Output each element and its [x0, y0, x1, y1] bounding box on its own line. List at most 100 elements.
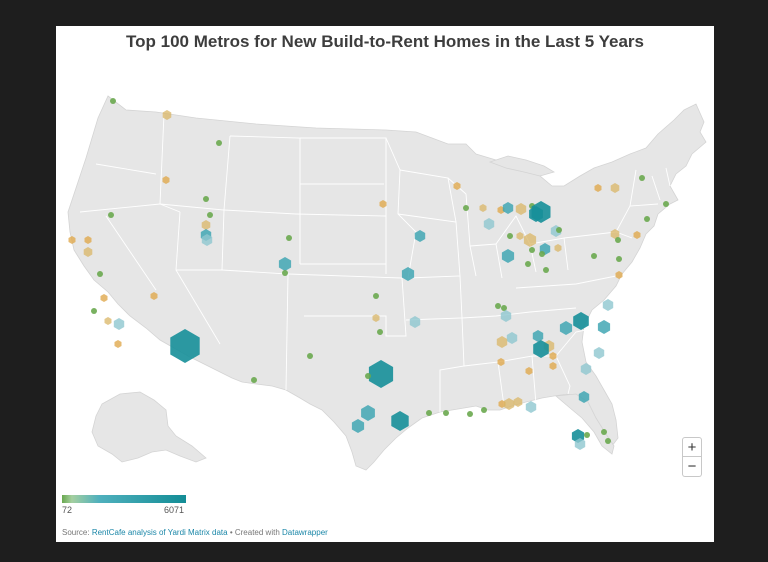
metro-marker[interactable]: [361, 405, 375, 421]
metro-marker[interactable]: [543, 267, 549, 273]
metro-marker[interactable]: [365, 373, 371, 379]
metro-marker[interactable]: [593, 347, 605, 359]
metro-marker[interactable]: [525, 367, 533, 375]
metro-marker[interactable]: [503, 398, 515, 410]
metro-marker[interactable]: [286, 235, 292, 241]
metro-marker[interactable]: [414, 230, 426, 242]
metro-marker[interactable]: [507, 233, 513, 239]
metro-marker[interactable]: [610, 229, 620, 239]
metro-marker[interactable]: [201, 234, 213, 246]
metro-marker[interactable]: [372, 314, 380, 322]
metro-marker[interactable]: [605, 438, 611, 444]
metro-marker[interactable]: [251, 377, 257, 383]
metro-marker[interactable]: [574, 438, 586, 450]
metro-marker[interactable]: [100, 294, 108, 302]
metro-marker[interactable]: [467, 411, 473, 417]
metro-marker[interactable]: [391, 411, 409, 431]
metro-marker[interactable]: [644, 216, 650, 222]
metro-marker[interactable]: [663, 201, 669, 207]
metro-marker[interactable]: [483, 218, 495, 230]
us-map[interactable]: [56, 26, 714, 542]
metro-marker[interactable]: [278, 257, 292, 271]
metro-marker[interactable]: [409, 316, 421, 328]
metro-marker[interactable]: [532, 330, 544, 342]
metro-marker[interactable]: [610, 183, 620, 193]
metro-marker[interactable]: [501, 249, 515, 263]
metro-marker[interactable]: [615, 271, 623, 279]
metro-marker[interactable]: [373, 293, 379, 299]
metro-marker[interactable]: [549, 362, 557, 370]
metro-marker[interactable]: [114, 340, 122, 348]
metro-marker[interactable]: [523, 233, 537, 247]
metro-marker[interactable]: [591, 253, 597, 259]
metro-marker[interactable]: [602, 299, 614, 311]
datawrapper-link[interactable]: Datawrapper: [282, 528, 328, 537]
metro-marker[interactable]: [549, 352, 557, 360]
metro-marker[interactable]: [113, 318, 125, 330]
metro-marker[interactable]: [580, 363, 592, 375]
metro-marker[interactable]: [533, 340, 549, 358]
metro-marker[interactable]: [496, 336, 508, 348]
metro-marker[interactable]: [516, 232, 524, 240]
metro-marker[interactable]: [495, 303, 501, 309]
metro-marker[interactable]: [573, 312, 589, 330]
metro-marker[interactable]: [201, 220, 211, 230]
metro-marker[interactable]: [481, 407, 487, 413]
metro-marker[interactable]: [584, 432, 590, 438]
zoom-in-button[interactable]: +: [682, 437, 702, 457]
metro-marker[interactable]: [162, 110, 172, 120]
metro-marker[interactable]: [513, 397, 523, 407]
metro-marker[interactable]: [601, 429, 607, 435]
metro-marker[interactable]: [91, 308, 97, 314]
zoom-out-button[interactable]: −: [682, 457, 702, 477]
metro-marker[interactable]: [443, 410, 449, 416]
metro-marker[interactable]: [110, 98, 116, 104]
metro-marker[interactable]: [307, 353, 313, 359]
metro-marker[interactable]: [379, 200, 387, 208]
metro-marker[interactable]: [83, 247, 93, 257]
metro-marker[interactable]: [578, 391, 590, 403]
metro-marker[interactable]: [282, 270, 288, 276]
metro-marker[interactable]: [515, 203, 527, 215]
metro-marker[interactable]: [639, 175, 645, 181]
metro-marker[interactable]: [84, 236, 92, 244]
metro-marker[interactable]: [506, 332, 518, 344]
metro-marker[interactable]: [501, 305, 507, 311]
metro-marker[interactable]: [351, 419, 365, 433]
metro-marker[interactable]: [525, 401, 537, 413]
metro-marker[interactable]: [97, 271, 103, 277]
metro-marker[interactable]: [594, 184, 602, 192]
metro-marker[interactable]: [529, 247, 535, 253]
metro-marker[interactable]: [615, 237, 621, 243]
metro-marker[interactable]: [479, 204, 487, 212]
metro-marker[interactable]: [162, 176, 170, 184]
metro-marker[interactable]: [525, 261, 531, 267]
metro-marker[interactable]: [68, 236, 76, 244]
metro-marker[interactable]: [498, 400, 506, 408]
metro-marker[interactable]: [633, 231, 641, 239]
metro-marker[interactable]: [150, 292, 158, 300]
metro-marker[interactable]: [426, 410, 432, 416]
metro-marker[interactable]: [559, 321, 573, 335]
metro-marker[interactable]: [401, 267, 415, 281]
metro-marker[interactable]: [170, 329, 200, 363]
metro-marker[interactable]: [497, 206, 505, 214]
metro-marker[interactable]: [597, 320, 611, 334]
metro-marker[interactable]: [531, 201, 551, 223]
metro-marker[interactable]: [539, 251, 545, 257]
metro-marker[interactable]: [616, 256, 622, 262]
metro-marker[interactable]: [502, 202, 514, 214]
metro-marker[interactable]: [207, 212, 213, 218]
metro-marker[interactable]: [203, 196, 209, 202]
metro-marker[interactable]: [104, 317, 112, 325]
metro-marker[interactable]: [453, 182, 461, 190]
metro-marker[interactable]: [497, 358, 505, 366]
metro-marker[interactable]: [500, 310, 512, 322]
source-link[interactable]: RentCafe analysis of Yardi Matrix data: [91, 528, 228, 537]
metro-marker[interactable]: [556, 227, 562, 233]
metro-marker[interactable]: [368, 360, 394, 388]
metro-marker[interactable]: [554, 244, 562, 252]
metro-marker[interactable]: [463, 205, 469, 211]
metro-marker[interactable]: [377, 329, 383, 335]
metro-marker[interactable]: [108, 212, 114, 218]
